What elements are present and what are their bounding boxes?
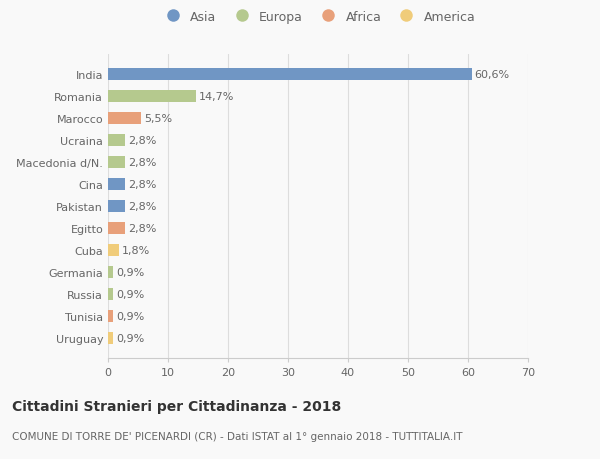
- Text: 0,9%: 0,9%: [116, 268, 145, 277]
- Text: COMUNE DI TORRE DE' PICENARDI (CR) - Dati ISTAT al 1° gennaio 2018 - TUTTITALIA.: COMUNE DI TORRE DE' PICENARDI (CR) - Dat…: [12, 431, 463, 442]
- Text: 1,8%: 1,8%: [122, 246, 150, 255]
- Text: 0,9%: 0,9%: [116, 333, 145, 343]
- Bar: [108, 91, 196, 103]
- Bar: [108, 179, 125, 190]
- Text: Cittadini Stranieri per Cittadinanza - 2018: Cittadini Stranieri per Cittadinanza - 2…: [12, 399, 341, 413]
- Bar: [108, 223, 125, 235]
- Text: 5,5%: 5,5%: [144, 114, 172, 124]
- Text: 2,8%: 2,8%: [128, 224, 156, 234]
- Bar: [108, 310, 113, 322]
- Text: 2,8%: 2,8%: [128, 179, 156, 190]
- Bar: [108, 244, 119, 257]
- Bar: [108, 201, 125, 213]
- Text: 2,8%: 2,8%: [128, 202, 156, 212]
- Legend: Asia, Europa, Africa, America: Asia, Europa, Africa, America: [157, 7, 479, 27]
- Bar: [108, 266, 113, 279]
- Bar: [108, 134, 125, 147]
- Bar: [108, 157, 125, 169]
- Text: 0,9%: 0,9%: [116, 311, 145, 321]
- Text: 0,9%: 0,9%: [116, 289, 145, 299]
- Bar: [108, 69, 472, 81]
- Text: 2,8%: 2,8%: [128, 158, 156, 168]
- Text: 60,6%: 60,6%: [475, 70, 510, 80]
- Bar: [108, 332, 113, 344]
- Text: 14,7%: 14,7%: [199, 92, 235, 102]
- Text: 2,8%: 2,8%: [128, 136, 156, 146]
- Bar: [108, 288, 113, 300]
- Bar: [108, 113, 141, 125]
